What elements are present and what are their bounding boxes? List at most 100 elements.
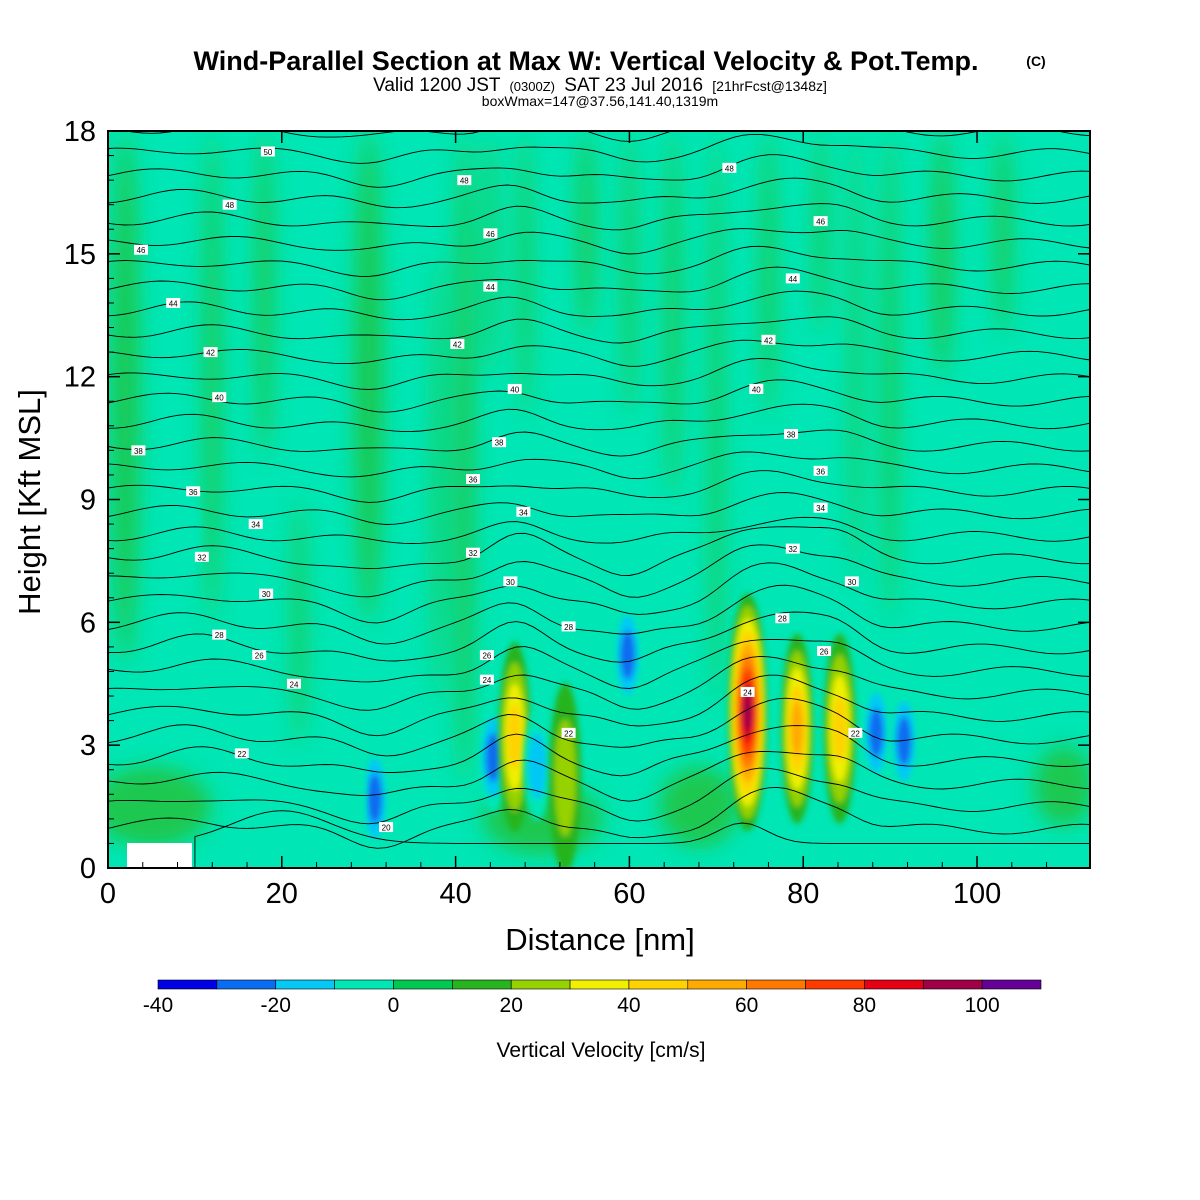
x-tick-label: 0	[100, 878, 116, 910]
velocity-cell	[613, 600, 642, 711]
weak-updraft-band	[354, 131, 383, 623]
isentrope-label: 26	[255, 652, 264, 661]
weak-updraft-band	[519, 131, 532, 418]
colorbar-swatch	[746, 979, 806, 990]
velocity-cell	[337, 739, 366, 850]
weak-updraft-band	[256, 131, 273, 459]
chart-subtitle: Valid 1200 JST (0300Z) SAT 23 Jul 2016 […	[373, 75, 827, 96]
isentrope-label: 42	[764, 336, 773, 345]
isentrope-label-bg	[561, 727, 576, 738]
subtitle-utc: (0300Z)	[509, 79, 555, 94]
velocity-contour	[554, 719, 576, 837]
y-tick-label: 18	[64, 116, 96, 148]
isentrope-label: 38	[134, 447, 143, 456]
isentrope-label: 40	[215, 394, 224, 403]
isentrope-line	[108, 751, 1090, 802]
isentrope-label-bg	[259, 588, 274, 599]
isentrope-label-bg	[260, 146, 275, 157]
isentrope-label-bg	[817, 645, 832, 656]
weak-updraft-band	[850, 131, 861, 582]
colorbar-tick-label: -40	[143, 994, 173, 1017]
isentrope-label-bg	[379, 822, 394, 833]
colorbar-tick-label: 80	[853, 994, 876, 1017]
isentrope-line	[108, 290, 1090, 321]
velocity-cells	[172, 477, 919, 868]
colorbar-swatch	[864, 979, 924, 990]
colorbar-swatch	[452, 979, 512, 990]
velocity-contour	[367, 773, 383, 823]
isentrope-line	[108, 526, 1090, 576]
isentrope-label: 32	[469, 549, 478, 558]
isentrope-label-bg	[784, 428, 799, 439]
x-tick-label: 40	[439, 878, 471, 910]
velocity-contour	[172, 477, 201, 588]
weak-updraft-band	[293, 499, 306, 746]
isentrope-line	[108, 544, 1090, 598]
colorbar-swatch	[687, 979, 747, 990]
chart-subtitle-2: boxWmax=147@37.56,141.40,1319m	[482, 93, 718, 109]
isentrope-label: 38	[787, 430, 796, 439]
isentrope-label-bg	[813, 465, 828, 476]
chart-title-mark: (C)	[1026, 53, 1045, 69]
velocity-cell	[781, 633, 814, 824]
isentrope-line	[108, 674, 1090, 737]
isentrope-line	[108, 339, 1090, 367]
velocity-contour	[791, 701, 804, 756]
isentrope-label-bg	[479, 674, 494, 685]
isentrope-line	[108, 767, 1090, 825]
isentrope-label-bg	[465, 474, 480, 485]
velocity-contour	[896, 716, 912, 766]
isentrope-label-bg	[203, 347, 218, 358]
weak-updraft-band	[455, 131, 474, 787]
weak-updraft-band	[111, 131, 140, 664]
weak-updraft-band	[932, 131, 953, 377]
isentrope-line	[108, 379, 1090, 413]
isentrope-label: 44	[486, 283, 495, 292]
colorbar-label: Vertical Velocity [cm/s]	[497, 1039, 706, 1062]
isentrope-label-bg	[457, 175, 472, 186]
isentrope-line	[122, 131, 1090, 142]
weak-updraft-band	[1033, 746, 1090, 827]
isentrope-label: 22	[237, 750, 246, 759]
isentrope-line	[194, 810, 1090, 868]
colorbar-swatch	[510, 979, 571, 990]
velocity-cell	[549, 682, 582, 868]
isentrope-label-bg	[844, 576, 859, 587]
velocity-contour	[832, 695, 847, 762]
x-tick-label: 100	[953, 878, 1001, 910]
isentrope-label: 48	[225, 201, 234, 210]
isentrope-line	[108, 266, 1090, 301]
terrain	[127, 843, 192, 868]
isentrope-line	[108, 470, 1090, 503]
isentrope-label-bg	[775, 613, 790, 624]
velocity-contour	[507, 703, 522, 771]
colorbar-tick-label: 20	[500, 994, 523, 1017]
isentrope-line	[108, 154, 1090, 188]
colorbar-swatch	[922, 979, 983, 990]
isentrope-label-bg	[465, 547, 480, 558]
isentrope-line	[108, 357, 1090, 390]
isentrope-label: 20	[382, 824, 391, 833]
y-tick-label: 9	[80, 485, 96, 517]
velocity-contour	[337, 739, 366, 850]
isentrope-label-bg	[503, 576, 518, 587]
isentrope-label-bg	[186, 486, 201, 497]
isentrope-label: 22	[564, 729, 573, 738]
subtitle-date: SAT 23 Jul 2016	[564, 75, 703, 96]
isentrope-label: 30	[506, 578, 515, 587]
isentrope-line	[108, 786, 1090, 849]
isentrope-label: 36	[469, 476, 478, 485]
isentrope-label: 24	[482, 676, 491, 685]
weak-updraft-band	[577, 131, 594, 336]
isentrope-line	[108, 562, 1090, 624]
isentrope-label-bg	[722, 162, 737, 173]
velocity-cell	[890, 686, 919, 797]
isentrope-label-bg	[286, 678, 301, 689]
isentrope-line	[108, 611, 1090, 663]
velocity-contour	[742, 692, 753, 733]
isentropes: 50 48 48 48 46 46 46 44 44 44 42 42 42 40 40 40 38 38 38 36…	[108, 131, 1090, 868]
isentrope-label: 46	[486, 230, 495, 239]
isentrope-label: 34	[816, 504, 825, 513]
isentrope-label: 38	[495, 439, 504, 448]
